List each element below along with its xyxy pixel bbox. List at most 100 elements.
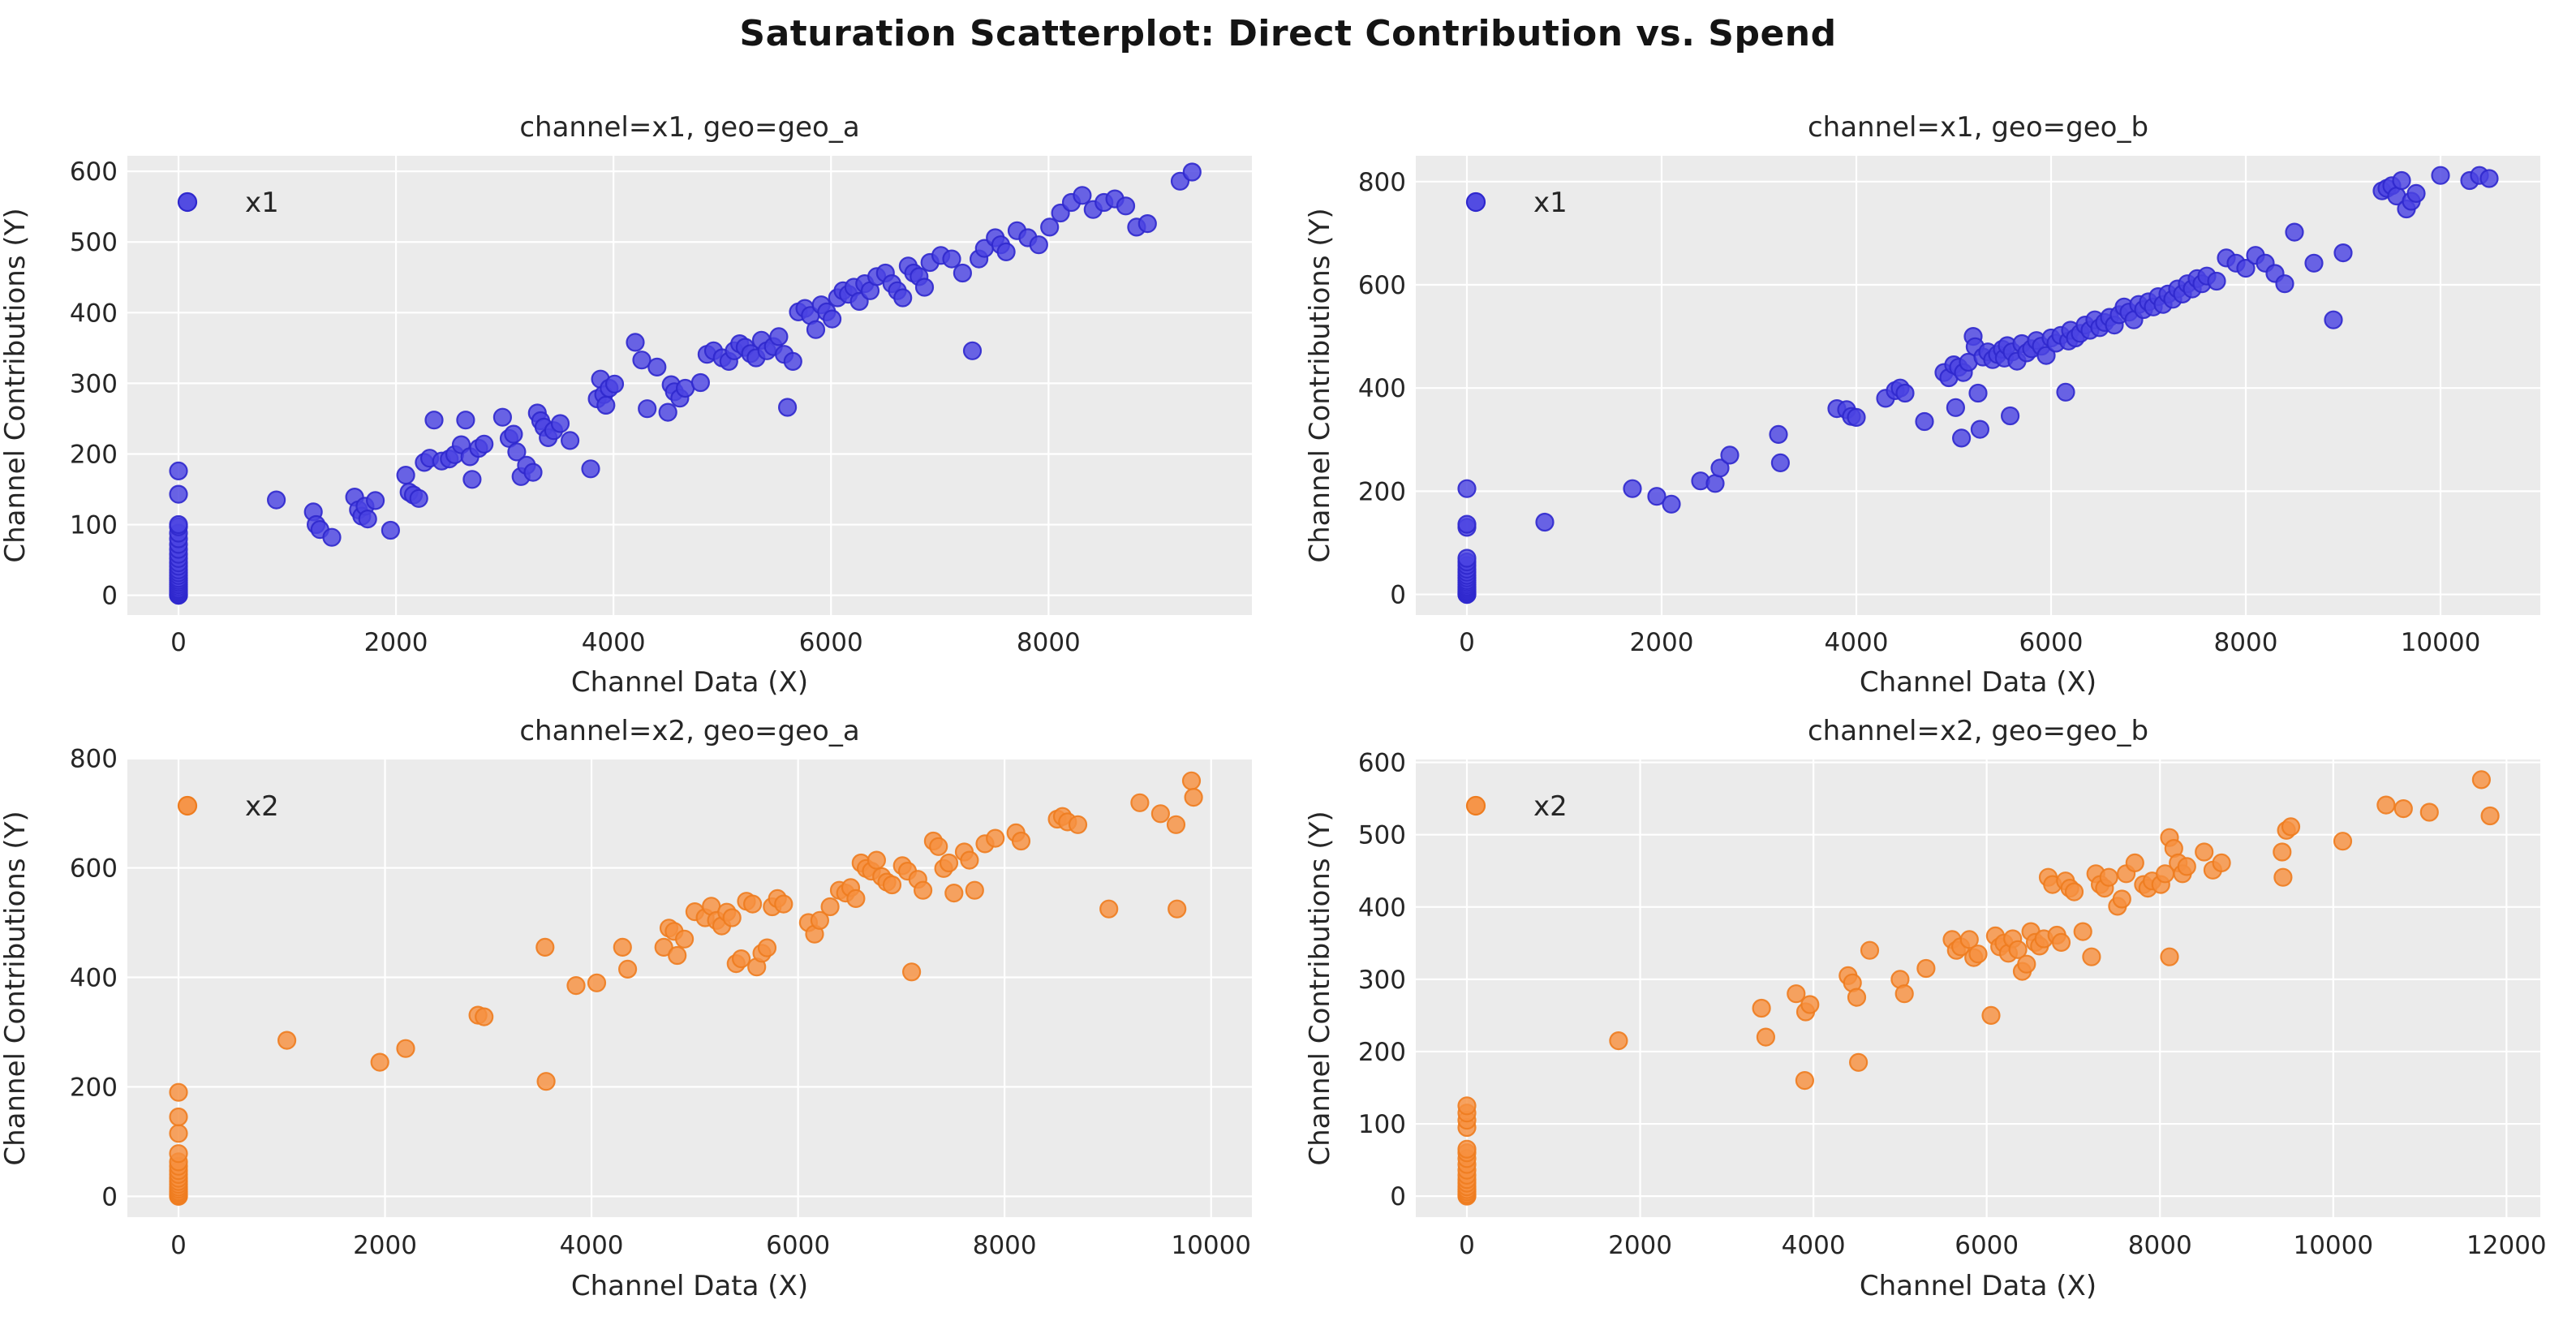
data-point (169, 1082, 188, 1102)
data-point (1916, 958, 1936, 979)
x-tick-label: 12000 (2466, 1231, 2547, 1260)
data-point (1068, 815, 1088, 834)
data-point (424, 411, 444, 430)
x-tick-label: 10000 (2293, 1231, 2373, 1260)
x-tick-label: 4000 (560, 1231, 624, 1260)
data-point (2333, 832, 2353, 851)
data-point (2207, 271, 2226, 291)
data-point (523, 463, 543, 482)
data-point (1623, 479, 1642, 498)
y-tick-label: 0 (1390, 1182, 1406, 1211)
data-point (409, 488, 428, 508)
data-point (939, 853, 959, 873)
x-tick-label: 10000 (1171, 1231, 1251, 1260)
data-point (882, 875, 902, 895)
y-tick-label: 200 (70, 1073, 118, 1102)
x-axis-label: Channel Data (X) (571, 1270, 808, 1302)
data-point (1040, 217, 1060, 237)
data-point (1787, 984, 1806, 1004)
data-point (914, 278, 935, 297)
data-point (647, 357, 667, 377)
data-point (668, 945, 687, 966)
data-point (867, 850, 887, 870)
y-tick-label: 0 (1390, 581, 1406, 610)
data-point (2392, 170, 2411, 191)
data-point (960, 850, 979, 870)
data-point (1800, 995, 1820, 1014)
data-point (929, 837, 948, 856)
data-point (1137, 214, 1157, 234)
subplot-title: channel=x1, geo=geo_a (519, 111, 859, 144)
data-point (381, 520, 400, 540)
data-point (806, 320, 826, 339)
data-point (2056, 382, 2075, 402)
y-tick-label: 0 (101, 582, 118, 611)
data-point (2480, 806, 2500, 826)
data-point (942, 249, 961, 269)
data-point (1181, 771, 1202, 790)
data-point (2212, 853, 2231, 873)
data-point (604, 374, 625, 394)
y-axis-label: Channel Contributions (Y) (1304, 811, 1336, 1165)
data-point (587, 973, 607, 992)
x-tick-label: 10000 (2401, 628, 2481, 657)
data-point (1860, 940, 1880, 960)
plot-area (1416, 759, 2540, 1217)
data-point (2471, 770, 2491, 790)
data-point (613, 937, 632, 957)
data-point (1720, 445, 1740, 465)
data-point (1895, 383, 1915, 403)
data-point (986, 828, 1005, 848)
x-tick-label: 6000 (1955, 1231, 2019, 1260)
y-tick-label: 200 (70, 440, 118, 469)
data-point (2281, 817, 2301, 837)
data-point (1116, 196, 1136, 216)
y-tick-label: 600 (70, 854, 118, 884)
data-point (1457, 479, 1477, 498)
y-tick-label: 600 (1358, 271, 1406, 300)
data-point (965, 880, 984, 900)
data-point (2273, 842, 2292, 862)
data-point (731, 949, 751, 969)
data-point (169, 461, 188, 481)
plot-area (127, 759, 1252, 1217)
data-point (2236, 259, 2256, 278)
data-point (1457, 514, 1477, 534)
subplot-x2-geo_a: 0 2000 4000 6000 8000 10000 0 200 400 600 800 x2 cha… (0, 715, 1252, 1302)
y-tick-label: 0 (101, 1182, 118, 1211)
data-point (1770, 453, 1790, 473)
data-point (1946, 398, 1965, 417)
x-tick-label: 8000 (2214, 628, 2278, 657)
data-point (901, 962, 922, 982)
data-point (757, 938, 777, 957)
data-point (267, 490, 286, 510)
data-point (358, 509, 377, 529)
data-point (169, 1107, 188, 1127)
y-tick-label: 800 (70, 745, 118, 774)
data-point (777, 398, 798, 417)
data-point (2177, 857, 2196, 876)
y-tick-label: 300 (70, 369, 118, 398)
data-point (1705, 474, 1725, 493)
legend-label: x1 (1533, 187, 1568, 219)
data-point (742, 894, 763, 914)
data-point (1952, 428, 1972, 448)
data-point (2376, 795, 2396, 815)
data-point (1647, 487, 1666, 506)
data-point (1894, 984, 1914, 1004)
legend-label: x2 (1533, 790, 1568, 823)
data-point (2273, 867, 2293, 887)
data-point (2008, 940, 2028, 959)
y-tick-label: 600 (1358, 749, 1406, 778)
data-point (1849, 1052, 1869, 1072)
x-tick-label: 4000 (1825, 628, 1889, 657)
data-point (1915, 411, 1934, 432)
data-point (913, 880, 933, 900)
data-point (1457, 1096, 1477, 1116)
data-point (1073, 186, 1092, 205)
x-tick-label: 0 (1459, 628, 1475, 657)
legend-marker-x2 (177, 795, 198, 816)
data-point (1968, 383, 1988, 403)
data-point (810, 910, 830, 930)
x-tick-label: 2000 (1608, 1231, 1672, 1260)
